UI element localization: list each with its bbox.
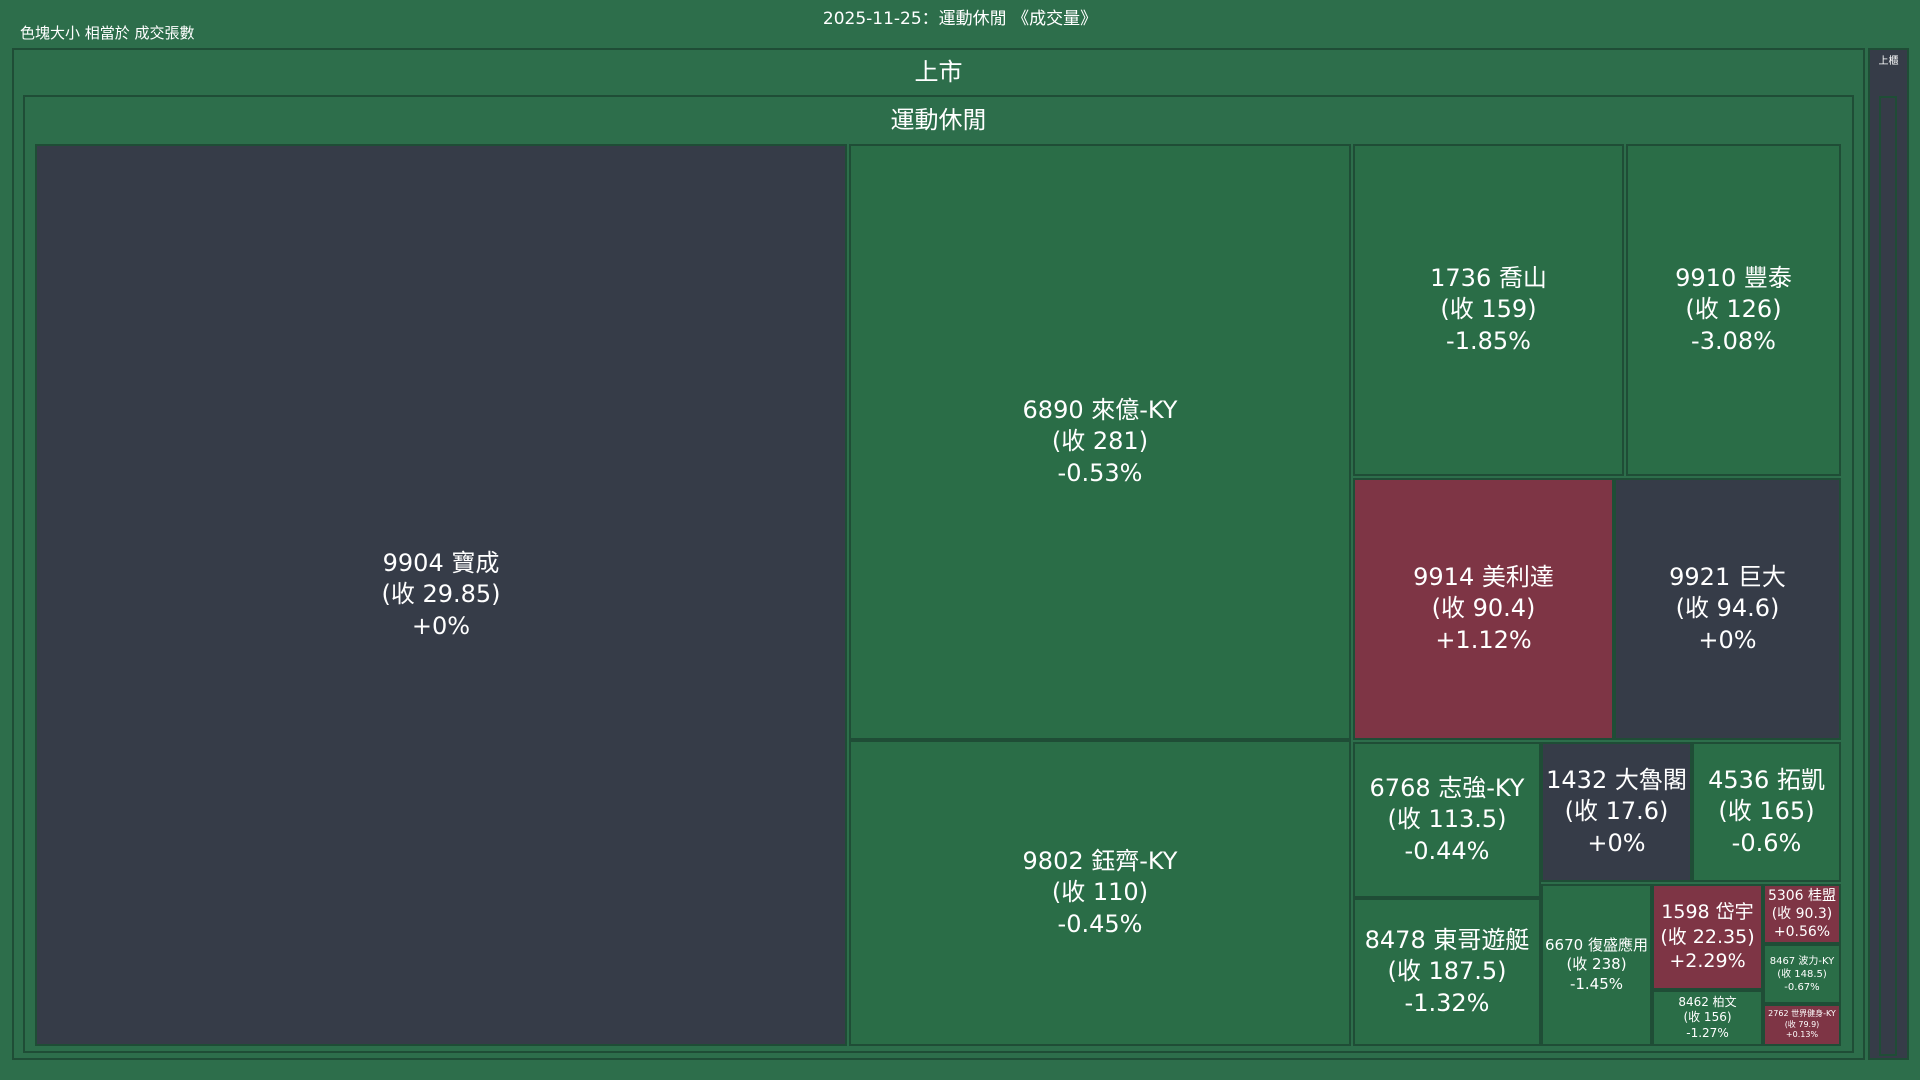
tile-line2: (收 94.6) <box>1675 594 1780 623</box>
tile-line1: 9904 寶成 <box>382 549 500 578</box>
tile-line3: -3.08% <box>1691 326 1776 355</box>
tile-line3: -0.44% <box>1404 836 1490 865</box>
tile-line1: 1598 岱宇 <box>1661 900 1754 923</box>
tile-line1: 9910 豐泰 <box>1675 264 1792 293</box>
treemap-tile[interactable]: 6768 志強-KY (收 113.5) -0.44% <box>1353 742 1541 898</box>
tile-line2: (收 165) <box>1718 797 1815 826</box>
tile-line2: (收 238) <box>1566 955 1627 974</box>
tile-line3: -0.67% <box>1784 981 1820 993</box>
tile-line3: +0% <box>1587 828 1646 857</box>
treemap-tile[interactable]: 6670 復盛應用 (收 238) -1.45% <box>1541 884 1652 1046</box>
treemap-tile[interactable]: 8467 波力-KY (收 148.5) -0.67% <box>1763 944 1841 1004</box>
otc-sector-group <box>1879 96 1897 1056</box>
tile-line2: (收 29.85) <box>381 580 501 609</box>
tile-line1: 8462 柏文 <box>1678 994 1737 1009</box>
otc-group-label: 上櫃 <box>1878 56 1899 67</box>
treemap-tile[interactable]: 9921 巨大 (收 94.6) +0% <box>1614 478 1841 740</box>
treemap-tile[interactable]: 4536 拓凱 (收 165) -0.6% <box>1692 742 1841 882</box>
tile-line1: 9914 美利達 <box>1413 563 1554 592</box>
tile-line1: 1432 大魯閣 <box>1546 766 1687 795</box>
tile-line2: (收 281) <box>1051 427 1149 456</box>
tile-line3: +0.13% <box>1785 1030 1819 1040</box>
tile-line2: (收 126) <box>1685 295 1782 324</box>
tile-line3: -0.45% <box>1057 909 1143 938</box>
tile-line3: -0.6% <box>1731 828 1802 857</box>
tile-line1: 9921 巨大 <box>1669 563 1786 592</box>
treemap-tile[interactable]: 9802 鈺齊-KY (收 110) -0.45% <box>849 740 1351 1046</box>
tile-line2: (收 22.35) <box>1660 925 1755 948</box>
tile-line1: 8467 波力-KY <box>1769 955 1835 967</box>
tile-line3: +0% <box>1698 625 1757 654</box>
treemap-tile[interactable]: 8478 東哥遊艇 (收 187.5) -1.32% <box>1353 898 1541 1046</box>
tile-line3: +0% <box>411 611 471 640</box>
tile-line2: (收 113.5) <box>1387 805 1507 834</box>
tile-line1: 5306 桂盟 <box>1767 887 1837 904</box>
tile-line1: 6768 志強-KY <box>1369 774 1525 803</box>
tile-line2: (收 187.5) <box>1387 957 1507 986</box>
treemap-tile[interactable]: 6890 來億-KY (收 281) -0.53% <box>849 144 1351 740</box>
treemap-tile[interactable]: 9904 寶成 (收 29.85) +0% <box>35 144 847 1046</box>
treemap-tile[interactable]: 1598 岱宇 (收 22.35) +2.29% <box>1652 884 1763 990</box>
tile-line2: (收 17.6) <box>1564 797 1669 826</box>
sector-group-label: 運動休閒 <box>890 106 987 134</box>
tile-line1: 9802 鈺齊-KY <box>1022 847 1178 876</box>
tile-line1: 2762 世界健身-KY <box>1768 1009 1836 1019</box>
tile-line2: (收 159) <box>1440 295 1537 324</box>
tile-line3: +1.12% <box>1435 625 1532 654</box>
tile-line2: (收 90.3) <box>1771 905 1833 922</box>
tile-line1: 8478 東哥遊艇 <box>1364 926 1530 955</box>
tile-line3: -1.85% <box>1446 326 1531 355</box>
tile-line3: -0.53% <box>1057 458 1143 487</box>
tile-line1: 6890 來億-KY <box>1022 396 1178 425</box>
chart-title: 2025-11-25：運動休閒 《成交量》 <box>822 9 1098 29</box>
size-legend-note: 色塊大小 相當於 成交張數 <box>20 24 195 42</box>
market-group-label: 上市 <box>914 58 963 86</box>
tile-line3: +2.29% <box>1669 950 1746 973</box>
tile-line1: 1736 喬山 <box>1430 264 1547 293</box>
tile-line3: -1.27% <box>1686 1025 1729 1040</box>
tile-line2: (收 148.5) <box>1777 968 1827 980</box>
treemap-tile[interactable]: 1736 喬山 (收 159) -1.85% <box>1353 144 1624 476</box>
tile-line2: (收 156) <box>1683 1010 1732 1025</box>
tile-line3: +0.56% <box>1773 924 1831 941</box>
treemap-tile[interactable]: 9910 豐泰 (收 126) -3.08% <box>1626 144 1841 476</box>
tile-line3: -1.32% <box>1404 988 1490 1017</box>
tile-line2: (收 90.4) <box>1431 594 1536 623</box>
treemap-tile[interactable]: 9914 美利達 (收 90.4) +1.12% <box>1353 478 1614 740</box>
tile-line2: (收 110) <box>1051 878 1149 907</box>
tile-line1: 4536 拓凱 <box>1708 766 1825 795</box>
treemap-tile[interactable]: 5306 桂盟 (收 90.3) +0.56% <box>1763 884 1841 944</box>
treemap-tile[interactable]: 2762 世界健身-KY (收 79.9) +0.13% <box>1763 1004 1841 1046</box>
tile-line1: 6670 復盛應用 <box>1545 935 1648 954</box>
tile-line2: (收 79.9) <box>1784 1019 1820 1029</box>
tile-line3: -1.45% <box>1569 974 1624 993</box>
treemap-tile[interactable]: 1432 大魯閣 (收 17.6) +0% <box>1541 742 1692 882</box>
treemap-tile[interactable]: 8462 柏文 (收 156) -1.27% <box>1652 990 1763 1046</box>
